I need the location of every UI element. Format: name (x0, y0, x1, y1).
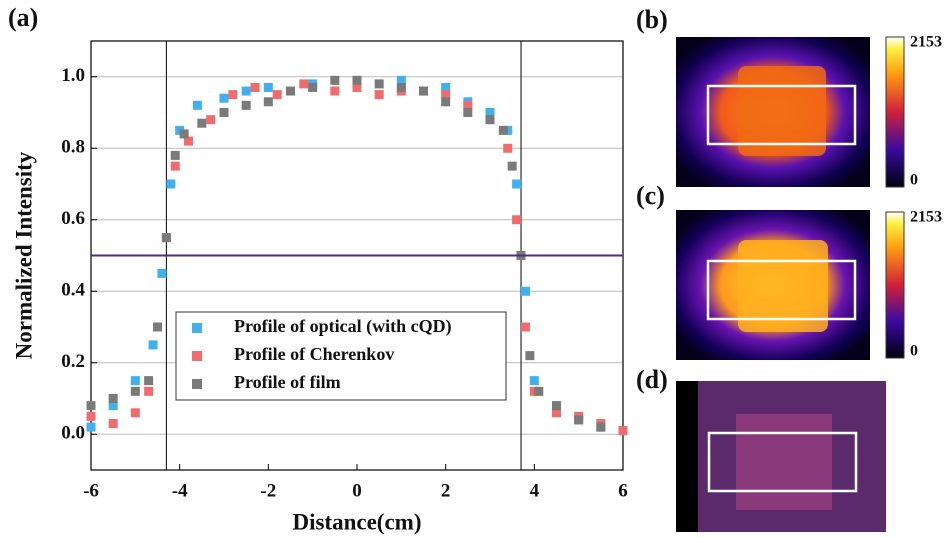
data-point (144, 387, 153, 396)
data-point (87, 423, 96, 432)
data-point (149, 340, 158, 349)
data-point (521, 287, 530, 296)
panel-label: (b) (636, 5, 668, 34)
x-tick-label: 4 (530, 480, 540, 501)
data-point (512, 180, 521, 189)
data-point (87, 412, 96, 421)
x-tick-label: 6 (618, 480, 628, 501)
data-point (220, 94, 229, 103)
data-point (206, 115, 215, 124)
data-point (157, 269, 166, 278)
data-point (264, 97, 273, 106)
data-point (166, 180, 175, 189)
data-point (264, 83, 273, 92)
data-point (193, 101, 202, 110)
data-point (463, 108, 472, 117)
data-point (242, 87, 251, 96)
data-point (228, 90, 237, 99)
data-point (286, 87, 295, 96)
y-tick-label: 0.4 (61, 280, 85, 301)
image-d-edge (676, 381, 698, 532)
data-point (109, 394, 118, 403)
data-point (534, 387, 543, 396)
data-point (619, 426, 628, 435)
data-point (521, 323, 530, 332)
image-panels (676, 37, 904, 532)
figure: (a) 0.0 0.2 0.4 0.6 0.8 1.0 -6 -4 -2 0 2 4 6 Distance(… (0, 0, 946, 538)
data-point (171, 151, 180, 160)
legend-marker (192, 351, 202, 361)
y-tick-label: 0.8 (61, 137, 85, 158)
data-point (131, 408, 140, 417)
data-point (308, 83, 317, 92)
x-axis-label: Distance(cm) (292, 509, 421, 534)
panel-label: (a) (8, 3, 38, 32)
y-tick-label: 0.2 (61, 351, 85, 372)
colorbar (886, 37, 904, 187)
x-tick-label: 0 (352, 480, 362, 501)
data-point (299, 79, 308, 88)
data-point (330, 76, 339, 85)
x-tick-label: -2 (260, 480, 276, 501)
legend-label: Profile of film (234, 372, 341, 392)
legend-marker (192, 379, 202, 389)
data-point (109, 419, 118, 428)
colorbar-tick-label: 2153 (910, 209, 942, 226)
colorbar-tick-label: 0 (910, 172, 918, 189)
data-point (508, 162, 517, 171)
colorbar (886, 212, 904, 358)
y-tick-label: 1.0 (61, 65, 85, 86)
legend-marker (192, 323, 202, 333)
legend-label: Profile of Cherenkov (234, 344, 394, 364)
data-point (251, 83, 260, 92)
y-tick-label: 0.6 (61, 208, 85, 229)
data-point (512, 215, 521, 224)
panel-label: (d) (636, 365, 668, 394)
data-point (131, 387, 140, 396)
x-tick-label: -6 (83, 480, 99, 501)
data-point (530, 376, 539, 385)
data-point (171, 162, 180, 171)
data-point (87, 401, 96, 410)
panel-label: (c) (636, 181, 665, 210)
data-point (353, 76, 362, 85)
y-axis-label: Normalized Intensity (11, 151, 36, 359)
colorbar-tick-label: 0 (910, 343, 918, 360)
data-point (220, 108, 229, 117)
data-point (144, 376, 153, 385)
data-point (162, 233, 171, 242)
data-point (375, 90, 384, 99)
data-point (273, 90, 282, 99)
data-point (596, 423, 605, 432)
data-point (242, 101, 251, 110)
data-point (503, 144, 512, 153)
legend-label: Profile of optical (with cQD) (234, 316, 452, 337)
data-point (525, 351, 534, 360)
y-tick-label: 0.0 (61, 423, 85, 444)
data-point (419, 87, 428, 96)
data-point (486, 115, 495, 124)
data-point (180, 129, 189, 138)
data-point (153, 323, 162, 332)
data-point (499, 126, 508, 135)
data-point (441, 97, 450, 106)
data-point (552, 401, 561, 410)
data-point (131, 376, 140, 385)
x-tick-label: -4 (172, 480, 188, 501)
colorbar-tick-label: 2153 (910, 34, 942, 51)
data-point (574, 415, 583, 424)
x-tick-label: 2 (441, 480, 451, 501)
image-b-field (738, 66, 826, 156)
data-point (375, 79, 384, 88)
image-d-field (736, 414, 832, 510)
data-point (330, 87, 339, 96)
data-point (397, 83, 406, 92)
data-point (197, 119, 206, 128)
